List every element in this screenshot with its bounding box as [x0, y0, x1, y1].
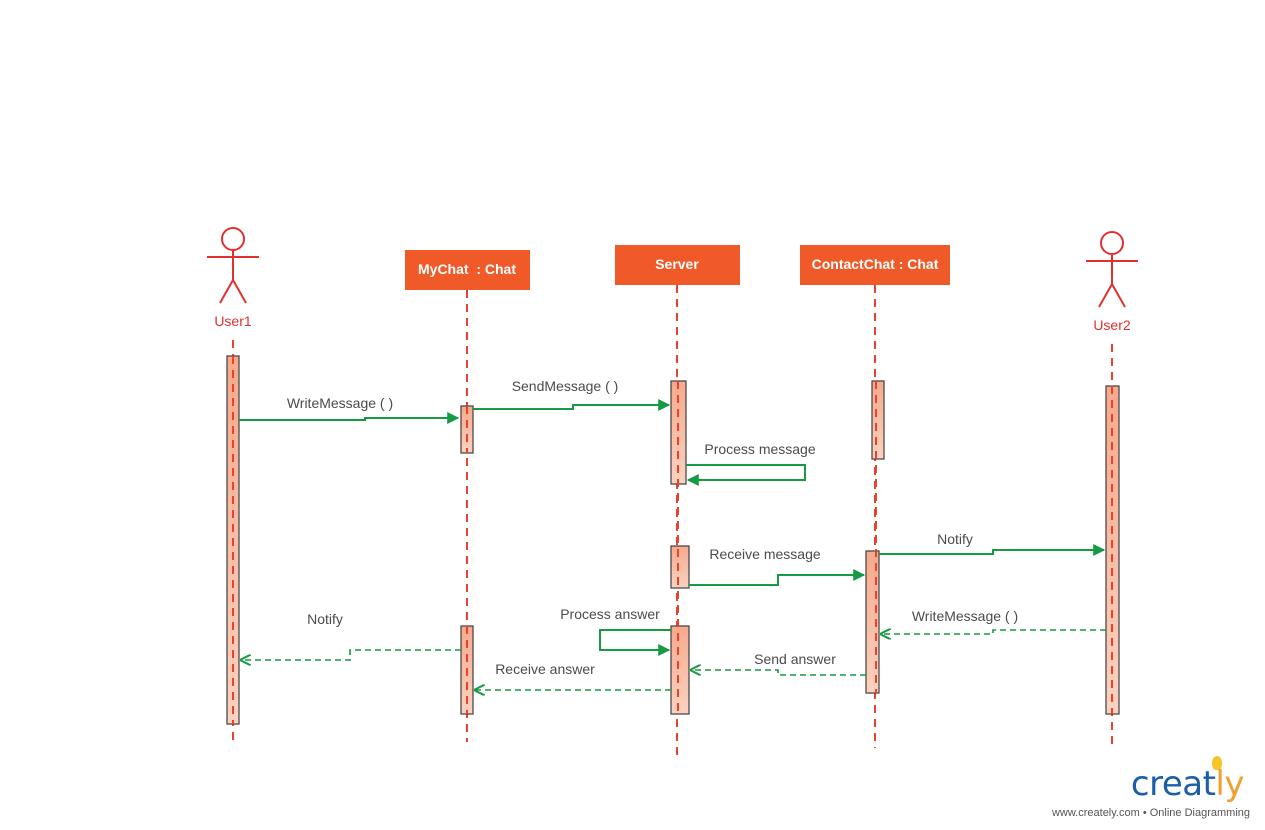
message-notify-user1-arrow	[241, 649, 461, 660]
object-mychat-label: MyChat : Chat	[418, 261, 516, 277]
message-notify-user1-label: Notify	[307, 611, 343, 627]
lightbulb-icon	[1212, 756, 1222, 770]
message-process-answer-arrow	[599, 629, 671, 656]
logo-wordmark: creately	[1130, 764, 1245, 804]
message-write-message-1-arrow	[239, 412, 460, 424]
message-write-message-2-arrow	[881, 630, 1106, 634]
message-send-message-label: SendMessage ( )	[512, 378, 619, 394]
message-notify-user2-arrow	[879, 544, 1106, 556]
message-process-message-arrow	[686, 464, 806, 486]
message-process-answer-label: Process answer	[560, 606, 660, 622]
message-receive-answer-label: Receive answer	[495, 661, 595, 677]
message-receive-message-arrow	[689, 569, 866, 586]
message-process-message-label: Process message	[704, 441, 815, 457]
actor-user2-label: User2	[1093, 317, 1131, 333]
activation-contactchat-2	[865, 550, 880, 694]
activation-contactchat-1	[871, 380, 885, 460]
message-notify-user2-label: Notify	[937, 531, 973, 547]
message-send-answer-label: Send answer	[754, 651, 836, 667]
message-receive-message-label: Receive message	[709, 546, 820, 562]
object-server[interactable]: Server	[615, 245, 740, 285]
logo-tagline: www.creately.com • Online Diagramming	[1051, 807, 1250, 819]
message-send-answer-arrow	[691, 670, 866, 676]
actor-user1-label: User1	[214, 313, 252, 329]
object-contactchat[interactable]: ContactChat : Chat	[800, 245, 950, 285]
actor-user2-icon	[1086, 231, 1138, 308]
creately-logo[interactable]: creately www.creately.com • Online Diagr…	[1030, 752, 1258, 824]
object-mychat[interactable]: MyChat : Chat	[405, 250, 530, 290]
message-send-message-arrow	[473, 399, 671, 411]
activation-server-2	[670, 545, 690, 589]
object-server-label: Server	[655, 256, 699, 272]
message-write-message-1-label: WriteMessage ( )	[287, 395, 393, 411]
message-write-message-2-label: WriteMessage ( )	[912, 608, 1018, 624]
activation-server-3	[670, 625, 690, 715]
actor-user1-icon	[207, 227, 259, 304]
object-contactchat-label: ContactChat : Chat	[812, 256, 939, 272]
